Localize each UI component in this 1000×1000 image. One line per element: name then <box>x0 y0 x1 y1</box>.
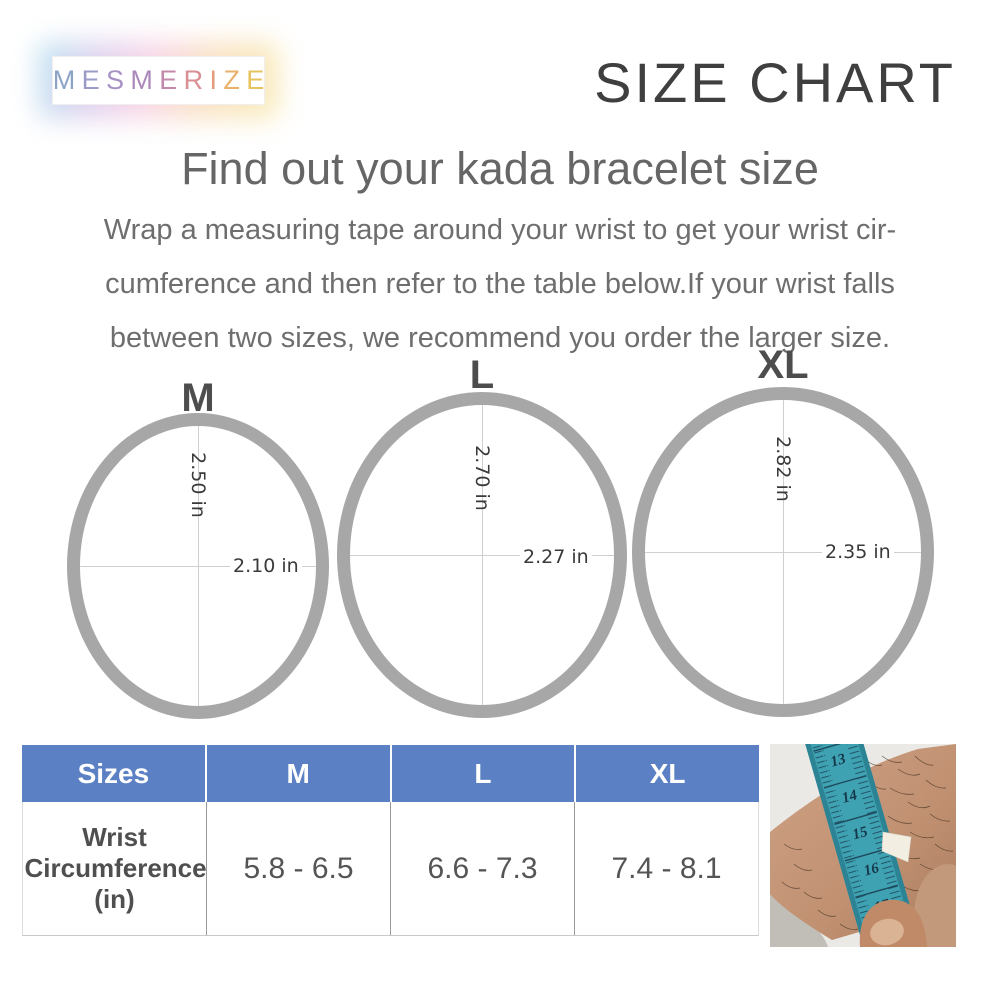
wrist-photo-illustration: 13 14 15 16 17 18 <box>770 708 982 968</box>
page-title: SIZE CHART <box>594 51 956 114</box>
intro-line-1: Wrap a measuring tape around your wrist … <box>103 214 897 246</box>
section-heading: Find out your kada bracelet size <box>181 143 819 194</box>
tape-number-15: 15 <box>851 824 870 844</box>
row-label-wrist-circumference: Wrist Circumference (in) <box>24 822 207 914</box>
ring-xl-width: 2.35 in <box>822 541 894 563</box>
value-xl: 7.4 - 8.1 <box>611 851 722 885</box>
ring-label-xl: XL <box>757 343 809 387</box>
horizontal-axis-line <box>80 565 316 567</box>
horizontal-axis-line <box>645 551 921 553</box>
tape-tag <box>881 831 912 863</box>
tape-number-16: 16 <box>862 860 881 880</box>
horizontal-axis-line <box>350 554 614 556</box>
tape-number-13: 13 <box>829 751 848 771</box>
tape-number-14: 14 <box>840 787 859 807</box>
ring-m-height: 2.50 in <box>187 452 209 518</box>
header-cell-m: M <box>207 745 392 802</box>
intro-line-3: between two sizes, we recommend you orde… <box>109 322 891 354</box>
size-ring-xl: 2.82 in 2.35 in <box>632 387 934 717</box>
header-cell-l: L <box>392 745 577 802</box>
header-cell-xl: XL <box>649 757 686 789</box>
value-l: 6.6 - 7.3 <box>427 851 538 885</box>
intro-line-2: cumference and then refer to the table b… <box>105 268 895 300</box>
ring-label-l: L <box>469 353 495 397</box>
ring-xl-height: 2.82 in <box>772 436 794 502</box>
size-table: Sizes M L XL Wrist Circumference (in) 5.… <box>22 745 759 936</box>
thumbnail <box>870 918 904 946</box>
ring-l-height: 2.70 in <box>471 445 493 511</box>
intro-paragraph: Wrap a measuring tape around your wrist … <box>20 203 980 365</box>
header-cell-sizes: Sizes <box>22 745 207 802</box>
size-table-row: Wrist Circumference (in) 5.8 - 6.5 6.6 -… <box>22 802 759 936</box>
wrist-measuring-photo: 13 14 15 16 17 18 <box>770 708 982 968</box>
size-table-header: Sizes M L XL <box>22 745 759 802</box>
size-ring-l: 2.70 in 2.27 in <box>337 392 627 718</box>
ring-m-width: 2.10 in <box>230 555 302 577</box>
value-m: 5.8 - 6.5 <box>243 851 354 885</box>
size-ring-m: 2.50 in 2.10 in <box>67 413 329 719</box>
ring-l-width: 2.27 in <box>520 546 592 568</box>
ring-label-m: M <box>181 376 215 420</box>
